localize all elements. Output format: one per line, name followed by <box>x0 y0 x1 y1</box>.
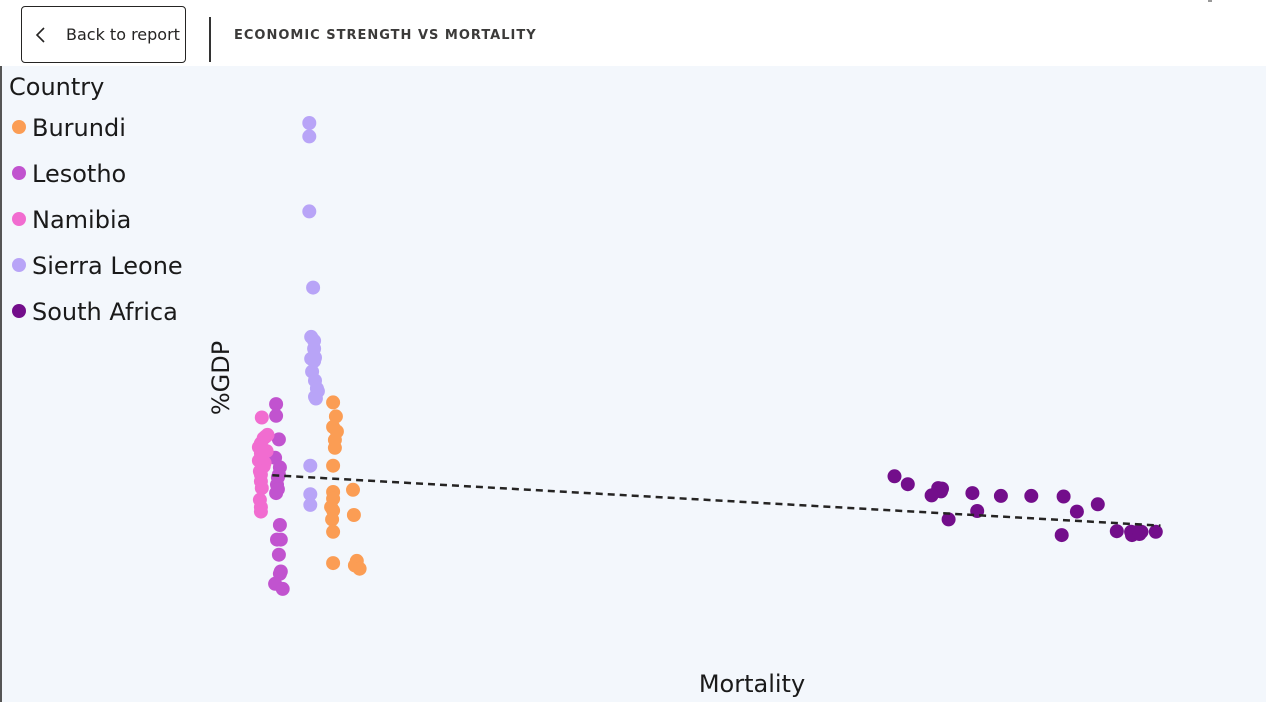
data-point[interactable] <box>941 512 956 527</box>
data-point[interactable] <box>1069 504 1084 519</box>
data-point[interactable] <box>346 482 360 497</box>
legend-label: Namibia <box>32 206 131 234</box>
data-point[interactable] <box>325 512 340 527</box>
data-point[interactable] <box>1090 497 1105 512</box>
data-point[interactable] <box>1056 489 1071 504</box>
legend-label: South Africa <box>32 298 178 326</box>
data-point[interactable] <box>993 488 1008 503</box>
data-point[interactable] <box>302 116 317 130</box>
data-point[interactable] <box>272 518 287 532</box>
legend-item-sierra-leone[interactable]: Sierra Leone <box>12 252 183 280</box>
data-point[interactable] <box>254 481 269 496</box>
data-point[interactable] <box>326 556 341 571</box>
legend-label: Lesotho <box>32 160 126 188</box>
legend-marker <box>12 304 26 318</box>
page-title: ECONOMIC STRENGTH VS MORTALITY <box>234 28 537 43</box>
data-point[interactable] <box>303 487 318 502</box>
data-point[interactable] <box>275 581 290 596</box>
data-point[interactable] <box>1024 488 1039 503</box>
data-point[interactable] <box>352 561 367 576</box>
data-point[interactable] <box>271 432 286 447</box>
report-header: Back to report ECONOMIC STRENGTH VS MORT… <box>0 0 1266 66</box>
data-point[interactable] <box>326 395 341 410</box>
data-point[interactable] <box>1054 528 1069 543</box>
data-point[interactable] <box>326 458 341 473</box>
data-point[interactable] <box>269 486 284 501</box>
legend-item-namibia[interactable]: Namibia <box>12 206 131 234</box>
plot-area <box>251 116 1163 596</box>
window-left-edge <box>0 0 2 702</box>
data-point[interactable] <box>302 129 317 144</box>
data-point[interactable] <box>328 409 343 424</box>
back-to-report-button[interactable]: Back to report <box>21 6 186 63</box>
chart-canvas <box>2 66 1266 702</box>
legend-item-lesotho[interactable]: Lesotho <box>12 160 126 188</box>
legend-marker <box>12 166 26 180</box>
data-point[interactable] <box>269 397 284 412</box>
data-point[interactable] <box>900 477 915 492</box>
series-namibia <box>251 410 275 519</box>
data-point[interactable] <box>254 410 269 425</box>
data-point[interactable] <box>253 504 268 519</box>
data-point[interactable] <box>303 458 318 473</box>
data-point[interactable] <box>302 204 317 219</box>
legend-label: Sierra Leone <box>32 252 183 280</box>
header-divider <box>209 17 211 62</box>
data-point[interactable] <box>303 497 318 512</box>
legend-marker <box>12 258 26 272</box>
data-point[interactable] <box>308 391 323 406</box>
trend-line <box>272 473 1161 527</box>
data-point[interactable] <box>924 488 939 503</box>
data-point[interactable] <box>965 486 980 501</box>
data-point[interactable] <box>269 408 284 423</box>
legend-item-burundi[interactable]: Burundi <box>12 114 126 142</box>
back-button-label: Back to report <box>66 25 180 44</box>
legend-title: Country <box>9 73 104 101</box>
data-point[interactable] <box>887 469 902 484</box>
series-south-africa <box>887 469 1163 543</box>
window-corner-mark <box>1208 0 1212 2</box>
data-point[interactable] <box>1132 527 1147 541</box>
data-point[interactable] <box>346 508 361 522</box>
data-point[interactable] <box>1109 524 1124 539</box>
legend-label: Burundi <box>32 114 126 142</box>
x-axis-label: Mortality <box>699 670 805 698</box>
legend-marker <box>12 212 26 226</box>
chevron-left-icon <box>35 27 45 43</box>
legend: Country Burundi Lesotho Namibia Sierra Leon… <box>9 73 183 326</box>
data-point[interactable] <box>307 354 322 368</box>
series-burundi <box>324 395 367 576</box>
data-point[interactable] <box>327 432 342 447</box>
y-axis-label: %GDP <box>207 341 235 415</box>
data-point[interactable] <box>273 532 288 547</box>
legend-marker <box>12 120 26 134</box>
data-point[interactable] <box>271 547 286 562</box>
data-point[interactable] <box>326 524 341 539</box>
data-point[interactable] <box>1148 524 1163 539</box>
data-point[interactable] <box>306 280 321 295</box>
series-sierra-leone <box>302 116 325 512</box>
series-lesotho <box>268 397 290 596</box>
legend-item-south-africa[interactable]: South Africa <box>12 298 178 326</box>
